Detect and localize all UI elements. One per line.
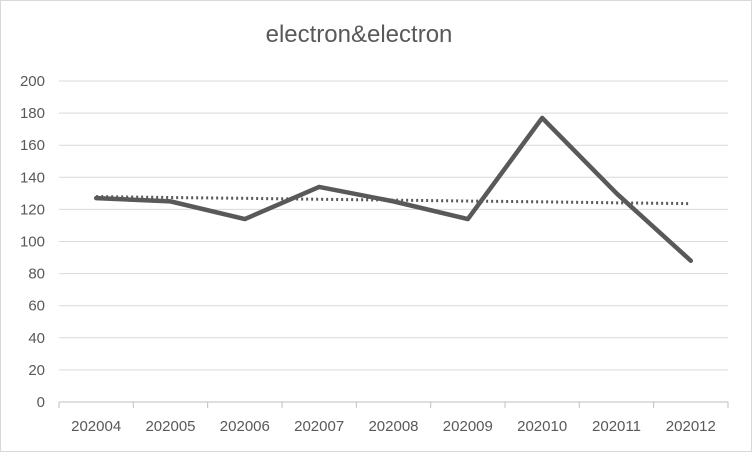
y-tick-label: 80 bbox=[28, 266, 45, 283]
y-tick-label: 120 bbox=[20, 201, 45, 218]
x-tick-label: 202006 bbox=[220, 418, 270, 435]
y-tick-label: 160 bbox=[20, 137, 45, 154]
x-tick-label: 202012 bbox=[666, 418, 716, 435]
y-tick-label: 20 bbox=[28, 362, 45, 379]
x-tick-label: 202010 bbox=[517, 418, 567, 435]
x-tick-label: 202011 bbox=[592, 418, 641, 435]
x-tick-label: 202004 bbox=[71, 418, 121, 435]
y-tick-label: 140 bbox=[20, 169, 45, 186]
y-tick-label: 200 bbox=[20, 73, 45, 90]
y-tick-label: 0 bbox=[37, 394, 45, 411]
x-tick-label: 202009 bbox=[443, 418, 493, 435]
trendline bbox=[96, 195, 691, 206]
y-tick-label: 60 bbox=[28, 298, 45, 315]
y-tick-label: 180 bbox=[20, 105, 45, 122]
y-tick-label: 40 bbox=[28, 330, 45, 347]
y-tick-label: 100 bbox=[20, 234, 45, 251]
chart-title: electron&electron bbox=[265, 21, 453, 48]
series-line bbox=[93, 115, 694, 264]
x-tick-label: 202007 bbox=[294, 418, 344, 435]
x-tick-label: 202005 bbox=[145, 418, 195, 435]
x-tick-label: 202008 bbox=[368, 418, 418, 435]
